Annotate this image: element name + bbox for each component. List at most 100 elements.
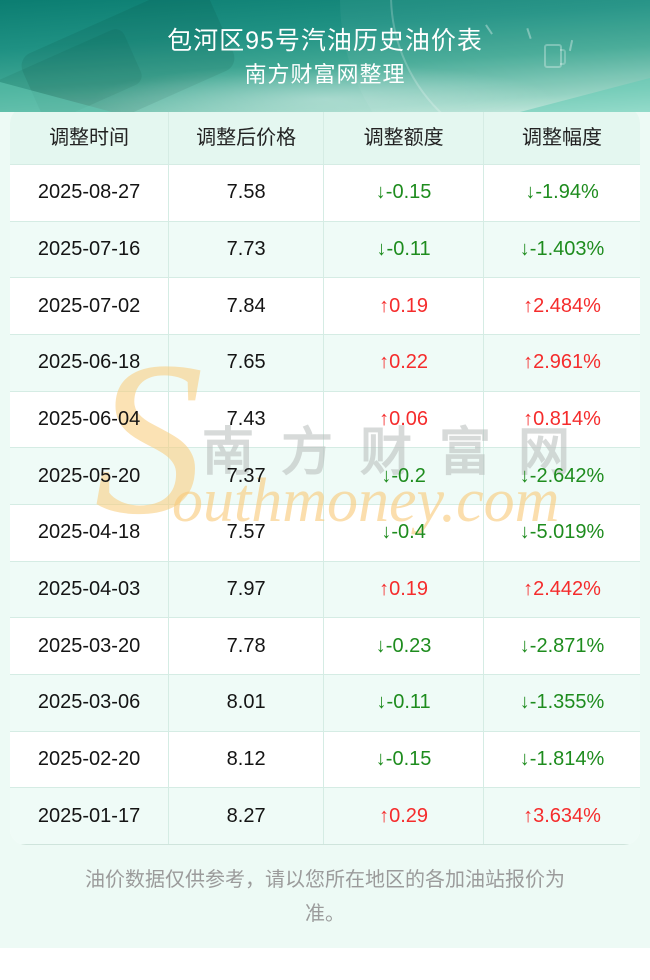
cell-adjust-date: 2025-07-02 — [10, 278, 168, 334]
table-row: 2025-04-03 7.97 ↑0.19 ↑2.442% — [10, 560, 640, 618]
column-header-adjust-time: 调整时间 — [10, 107, 168, 164]
adjust-rate: ↓-5.019% — [519, 521, 605, 544]
adjust-rate: ↓-2.642% — [519, 464, 605, 487]
cell-adjusted-price: 8.01 — [168, 675, 323, 731]
adjust-date: 2025-04-18 — [37, 521, 141, 544]
cell-adjust-rate: ↑0.814% — [483, 391, 640, 448]
adjusted-price: 7.73 — [226, 238, 266, 260]
adjust-amount: ↓-0.2 — [381, 464, 426, 487]
column-header-label: 调整额度 — [363, 127, 444, 149]
cell-adjust-amount: ↑0.19 — [323, 278, 483, 335]
cell-adjusted-price: 7.78 — [168, 618, 323, 675]
column-header-adjust-rate: 调整幅度 — [483, 107, 640, 164]
cell-adjust-rate: ↓-1.94% — [483, 165, 640, 221]
cell-adjust-date: 2025-08-27 — [10, 165, 168, 221]
adjust-amount: ↓-0.15 — [375, 181, 432, 204]
adjusted-price: 7.58 — [226, 181, 266, 204]
adjusted-price: 7.57 — [226, 521, 266, 544]
page-title: 包河区95号汽油历史油价表 — [167, 27, 483, 55]
cell-adjust-date: 2025-03-20 — [10, 618, 168, 674]
cell-adjust-rate: ↓-2.871% — [483, 618, 640, 675]
cell-adjust-amount: ↓-0.11 — [323, 675, 483, 731]
adjust-amount: ↓-0.11 — [376, 691, 431, 714]
cell-adjusted-price: 7.37 — [168, 448, 323, 505]
adjust-rate: ↑0.814% — [523, 408, 601, 431]
adjust-rate: ↓-2.871% — [519, 634, 605, 657]
table-row: 2025-06-04 7.43 ↑0.06 ↑0.814% — [10, 390, 640, 448]
price-table: 调整时间 调整后价格 调整额度 调整幅度 2025-08-27 7.58 ↓-0… — [10, 107, 640, 845]
adjust-rate: ↓-1.403% — [519, 238, 605, 260]
cell-adjust-rate: ↓-2.642% — [483, 448, 640, 505]
adjust-rate: ↑2.484% — [523, 294, 601, 317]
price-table-body: 2025-08-27 7.58 ↓-0.15 ↓-1.94% 2025-07-1… — [10, 164, 640, 845]
cell-adjust-rate: ↑3.634% — [483, 788, 640, 845]
column-header-adjusted-price: 调整后价格 — [168, 107, 323, 164]
cell-adjust-rate: ↓-1.814% — [483, 731, 640, 788]
cell-adjust-date: 2025-01-17 — [10, 788, 168, 844]
cell-adjusted-price: 8.27 — [168, 788, 323, 845]
adjust-amount: ↑0.29 — [379, 804, 429, 827]
adjust-date: 2025-07-02 — [37, 294, 141, 317]
adjust-amount: ↑0.19 — [379, 294, 429, 317]
adjust-amount: ↑0.06 — [379, 408, 429, 431]
adjust-date: 2025-04-03 — [37, 578, 141, 601]
adjusted-price: 8.12 — [226, 748, 266, 771]
adjust-amount: ↓-0.23 — [375, 634, 432, 657]
cell-adjust-date: 2025-05-20 — [10, 448, 168, 504]
cell-adjust-amount: ↓-0.15 — [323, 731, 483, 788]
table-header-row: 调整时间 调整后价格 调整额度 调整幅度 — [10, 107, 640, 164]
table-row: 2025-07-02 7.84 ↑0.19 ↑2.484% — [10, 277, 640, 335]
cell-adjust-amount: ↓-0.4 — [323, 505, 483, 561]
table-row: 2025-06-18 7.65 ↑0.22 ↑2.961% — [10, 334, 640, 391]
adjust-rate: ↓-1.814% — [519, 748, 605, 771]
adjust-rate: ↑3.634% — [523, 804, 601, 827]
table-row: 2025-03-20 7.78 ↓-0.23 ↓-2.871% — [10, 617, 640, 675]
adjust-amount: ↓-0.15 — [375, 748, 432, 771]
adjust-date: 2025-07-16 — [37, 238, 141, 260]
cell-adjust-amount: ↓-0.11 — [323, 221, 483, 278]
table-row: 2025-08-27 7.58 ↓-0.15 ↓-1.94% — [10, 164, 640, 221]
glow-decoration — [90, 64, 560, 112]
table-row: 2025-01-17 8.27 ↑0.29 ↑3.634% — [10, 787, 640, 845]
adjusted-price: 7.78 — [226, 634, 266, 657]
adjusted-price: 8.27 — [226, 804, 266, 827]
cell-adjusted-price: 7.58 — [168, 165, 323, 221]
cell-adjusted-price: 7.57 — [168, 505, 323, 561]
table-row: 2025-03-06 8.01 ↓-0.11 ↓-1.355% — [10, 674, 640, 731]
column-header-label: 调整后价格 — [196, 127, 297, 149]
adjusted-price: 7.84 — [226, 294, 266, 317]
disclaimer-note: 油价数据仅供参考，请以您所在地区的各加油站报价为准。 — [85, 869, 565, 925]
column-header-label: 调整时间 — [49, 127, 130, 149]
cell-adjust-amount: ↑0.22 — [323, 335, 483, 391]
cell-adjust-amount: ↑0.06 — [323, 391, 483, 448]
adjusted-price: 7.65 — [226, 351, 266, 374]
cell-adjusted-price: 7.65 — [168, 335, 323, 391]
adjusted-price: 7.97 — [226, 578, 266, 601]
cell-adjust-rate: ↑2.442% — [483, 561, 640, 618]
cell-adjust-rate: ↓-1.403% — [483, 221, 640, 278]
page-subtitle: 南方财富网整理 — [244, 62, 406, 87]
cell-adjust-date: 2025-02-20 — [10, 732, 168, 788]
adjust-rate: ↑2.961% — [523, 351, 601, 374]
adjust-date: 2025-03-06 — [37, 691, 141, 714]
cell-adjusted-price: 7.84 — [168, 278, 323, 335]
adjust-date: 2025-05-20 — [37, 464, 141, 487]
adjust-date: 2025-03-20 — [37, 634, 141, 657]
cell-adjust-date: 2025-03-06 — [10, 675, 168, 731]
adjust-amount: ↑0.22 — [379, 351, 429, 374]
adjust-amount: ↓-0.11 — [376, 238, 431, 260]
adjusted-price: 7.37 — [226, 464, 266, 487]
cell-adjusted-price: 8.12 — [168, 731, 323, 788]
adjusted-price: 8.01 — [226, 691, 266, 714]
header-banner: 包河区95号汽油历史油价表 南方财富网整理 — [0, 0, 650, 112]
table-row: 2025-02-20 8.12 ↓-0.15 ↓-1.814% — [10, 730, 640, 788]
cell-adjust-amount: ↓-0.2 — [323, 448, 483, 505]
table-row: 2025-04-18 7.57 ↓-0.4 ↓-5.019% — [10, 504, 640, 561]
adjust-date: 2025-02-20 — [37, 748, 141, 771]
cell-adjusted-price: 7.73 — [168, 221, 323, 278]
adjust-amount: ↑0.19 — [379, 578, 429, 601]
adjust-date: 2025-08-27 — [37, 181, 141, 204]
adjust-rate: ↓-1.94% — [525, 181, 599, 204]
adjust-rate: ↑2.442% — [523, 578, 601, 601]
